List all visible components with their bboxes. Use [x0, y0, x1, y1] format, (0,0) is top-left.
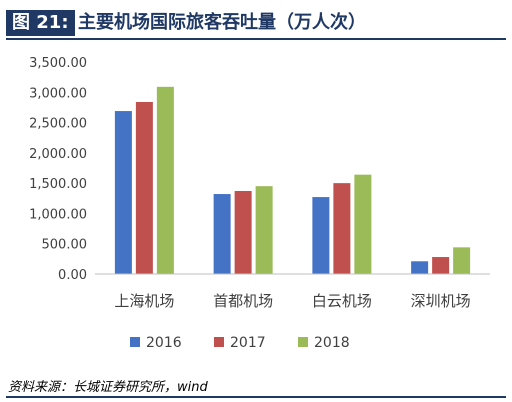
legend-swatch-2018	[298, 337, 308, 347]
bar-2018-1	[156, 86, 174, 274]
legend-swatch-2016	[130, 337, 140, 347]
y-tick-label: 500.00	[42, 238, 88, 253]
bar-2017-4	[432, 257, 450, 274]
y-tick-label: 1,000.00	[29, 207, 87, 222]
figure-header: 图 21: 主要机场国际旅客吞吐量（万人次）	[0, 0, 512, 40]
bar-2017-3	[333, 183, 351, 274]
y-tick-label: 3,000.00	[29, 86, 87, 101]
bar-series	[114, 86, 471, 274]
bar-2016-2	[213, 194, 231, 274]
bar-2017-1	[135, 101, 153, 274]
footer-rule	[6, 396, 506, 398]
legend-label-2016: 2016	[146, 335, 182, 351]
y-tick-label: 3,500.00	[29, 56, 87, 71]
bar-2016-1	[114, 111, 132, 274]
x-tick-label: 首都机场	[213, 292, 273, 310]
legend-swatch-2017	[214, 337, 224, 347]
x-tick-label: 白云机场	[312, 292, 372, 310]
y-tick-label: 2,500.00	[29, 117, 87, 132]
bar-chart: 0.00 500.00 1,000.00 1,500.00 2,000.00 2,500.…	[29, 56, 490, 351]
header-rule	[6, 38, 506, 40]
chart-legend: 2016 2017 2018	[130, 335, 350, 351]
bar-2016-4	[411, 261, 429, 274]
bar-2018-2	[255, 186, 273, 274]
x-tick-label: 深圳机场	[411, 292, 471, 310]
y-tick-label: 2,000.00	[29, 147, 87, 162]
bar-2018-3	[354, 174, 372, 274]
bar-2016-3	[312, 197, 330, 274]
figure-label: 图 21:	[6, 10, 75, 36]
legend-label-2017: 2017	[230, 335, 266, 351]
legend-label-2018: 2018	[314, 335, 350, 351]
y-axis: 0.00 500.00 1,000.00 1,500.00 2,000.00 2,500.…	[29, 56, 87, 283]
y-tick-label: 0.00	[58, 268, 87, 283]
bar-2017-2	[234, 191, 252, 274]
source-note: 资料来源：长城证券研究所，wind	[8, 380, 208, 395]
x-tick-label: 上海机场	[114, 292, 174, 310]
bar-2018-4	[453, 247, 471, 274]
figure-title: 主要机场国际旅客吞吐量（万人次）	[78, 12, 366, 33]
y-tick-label: 1,500.00	[29, 177, 87, 192]
x-axis: 上海机场 首都机场 白云机场 深圳机场	[95, 273, 490, 310]
